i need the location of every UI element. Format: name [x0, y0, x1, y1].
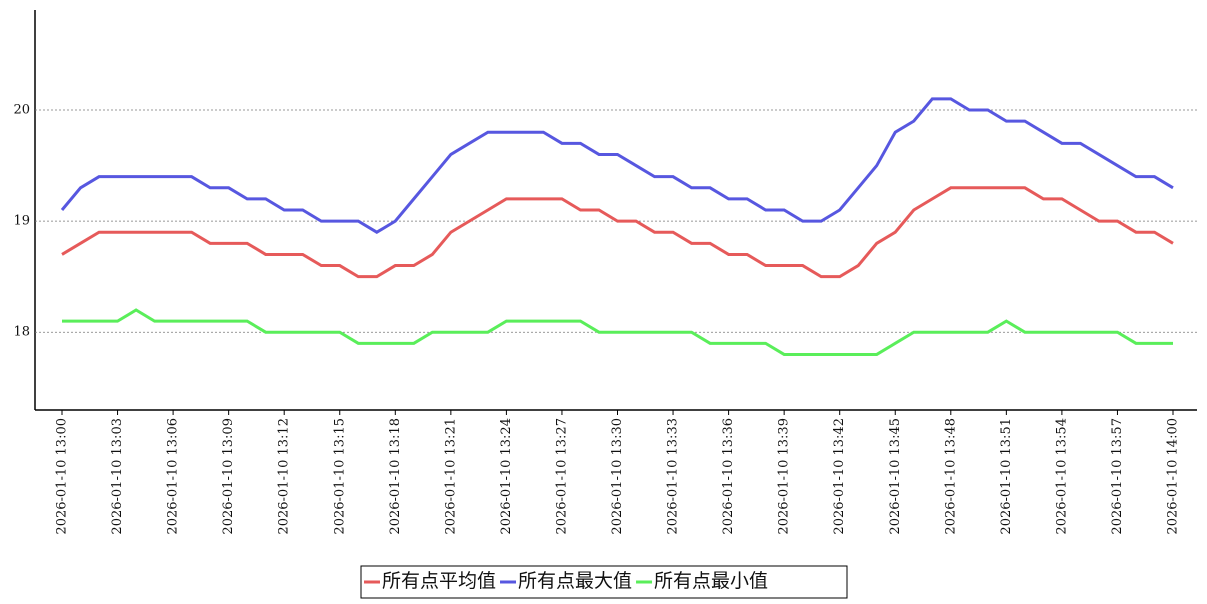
y-tick-label: 18	[13, 325, 30, 340]
x-tick-label: 2026-01-10 13:30	[610, 418, 625, 535]
legend-label: 所有点最大值	[518, 570, 632, 592]
x-tick-label: 2026-01-10 14:00	[1166, 418, 1181, 535]
series-line	[61, 186, 1174, 279]
x-tick-label: 2026-01-10 13:24	[499, 418, 514, 535]
x-tick-label: 2026-01-10 13:15	[332, 418, 347, 535]
x-tick-label: 2026-01-10 13:03	[110, 418, 125, 535]
legend-box	[360, 565, 848, 599]
y-tick-label: 20	[13, 103, 30, 118]
x-tick-label: 2026-01-10 13:06	[166, 418, 181, 535]
x-tick-label: 2026-01-10 13:51	[999, 418, 1014, 535]
x-tick-label: 2026-01-10 13:57	[1110, 418, 1125, 535]
x-tick-label: 2026-01-10 13:18	[388, 418, 403, 535]
series-line	[62, 308, 1173, 356]
series-line	[60, 97, 1174, 234]
legend-label: 所有点平均值	[382, 570, 496, 592]
legend-label: 所有点最小值	[654, 570, 768, 592]
x-tick-label: 2026-01-10 13:42	[832, 418, 847, 535]
x-tick-label: 2026-01-10 13:09	[221, 418, 236, 535]
x-tick-label: 2026-01-10 13:54	[1054, 418, 1069, 535]
x-tick-label: 2026-01-10 13:33	[666, 418, 681, 535]
x-tick-label: 2026-01-10 13:48	[943, 418, 958, 535]
x-tick-label: 2026-01-10 13:27	[554, 418, 569, 535]
x-tick-label: 2026-01-10 13:39	[777, 418, 792, 535]
x-tick-label: 2026-01-10 13:36	[721, 418, 736, 535]
x-tick-label: 2026-01-10 13:12	[277, 418, 292, 535]
y-tick-label: 19	[13, 214, 30, 229]
x-tick-label: 2026-01-10 13:21	[443, 418, 458, 535]
x-tick-label: 2026-01-10 13:45	[888, 418, 903, 535]
x-tick-label: 2026-01-10 13:00	[55, 418, 70, 535]
